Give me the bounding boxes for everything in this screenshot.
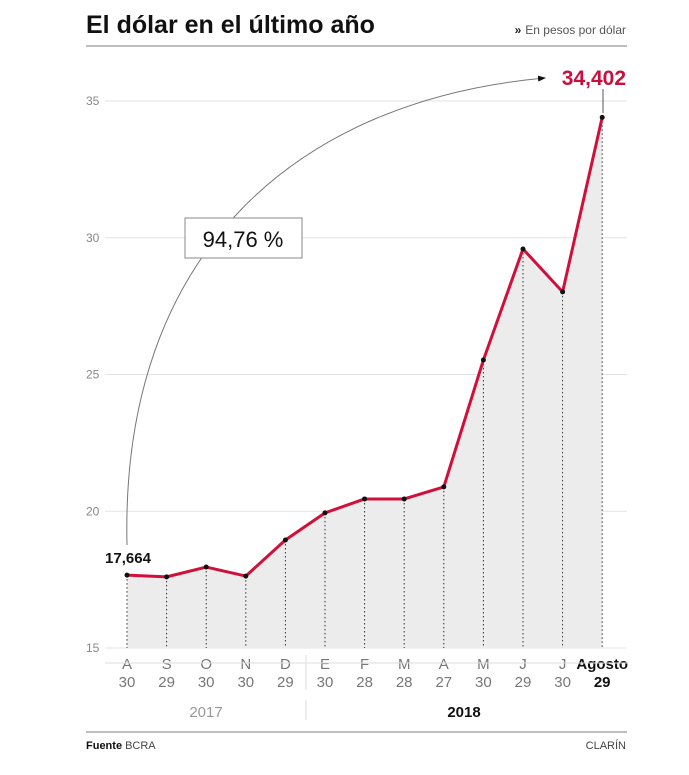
- data-point: [203, 564, 209, 570]
- x-tick-month: D: [280, 656, 291, 673]
- x-tick-month: F: [360, 656, 369, 673]
- data-point: [441, 484, 447, 490]
- y-tick-label: 35: [86, 94, 100, 108]
- y-tick-label: 30: [86, 231, 100, 245]
- end-value-label: 34,402: [562, 67, 626, 90]
- data-point: [362, 496, 368, 502]
- data-point: [599, 114, 605, 120]
- year-label-2018: 2018: [447, 704, 480, 721]
- x-tick-month: N: [240, 656, 251, 673]
- chart-subtitle: En pesos por dólar: [525, 23, 626, 37]
- x-tick-day: 27: [435, 674, 452, 691]
- x-tick-day: 28: [356, 674, 373, 691]
- x-tick-month: A: [439, 656, 449, 673]
- x-tick-day: 29: [594, 674, 611, 691]
- subtitle-marker: »: [515, 23, 522, 37]
- x-tick-day: 30: [317, 674, 334, 691]
- start-value-label: 17,664: [105, 550, 152, 567]
- chart-title: El dólar en el último año: [86, 11, 375, 39]
- x-tick-month: J: [559, 656, 567, 673]
- area-fill: [127, 117, 603, 649]
- x-tick-day: 29: [277, 674, 294, 691]
- x-tick-day: 30: [237, 674, 254, 691]
- x-tick-day: 28: [396, 674, 413, 691]
- x-tick-day: 30: [198, 674, 215, 691]
- y-tick-label: 20: [86, 504, 100, 518]
- x-tick-month: M: [477, 656, 490, 673]
- x-tick-day: 30: [554, 674, 571, 691]
- x-tick-month: A: [122, 656, 132, 673]
- data-point: [520, 246, 526, 252]
- data-point: [560, 289, 566, 295]
- data-point: [401, 496, 407, 502]
- y-tick-label: 25: [86, 368, 100, 382]
- data-point: [164, 574, 170, 580]
- x-tick-month: E: [320, 656, 330, 673]
- x-tick-month: S: [162, 656, 172, 673]
- brand-label: CLARÍN: [586, 739, 626, 752]
- x-tick-month: M: [398, 656, 411, 673]
- year-label-2017: 2017: [189, 704, 222, 721]
- x-tick-month: Agosto: [576, 656, 628, 673]
- x-tick-month: J: [519, 656, 527, 673]
- data-point: [124, 572, 130, 578]
- data-point: [243, 573, 249, 579]
- svg-text:»En pesos por dólar: » En pesos por dólar: [515, 23, 626, 37]
- change-label: 94,76 %: [203, 227, 284, 252]
- data-point: [480, 357, 486, 363]
- source-value: BCRA: [125, 740, 156, 752]
- x-tick-day: 30: [475, 674, 492, 691]
- x-tick-day: 29: [158, 674, 175, 691]
- source-label: Fuente: [86, 740, 122, 752]
- data-point: [322, 510, 328, 516]
- change-box: [184, 217, 303, 259]
- x-tick-day: 29: [515, 674, 532, 691]
- data-point: [282, 537, 288, 543]
- y-tick-label: 15: [86, 641, 100, 655]
- x-tick-day: 30: [119, 674, 136, 691]
- x-tick-month: O: [200, 656, 212, 673]
- change-arc-arrow: [126, 75, 546, 546]
